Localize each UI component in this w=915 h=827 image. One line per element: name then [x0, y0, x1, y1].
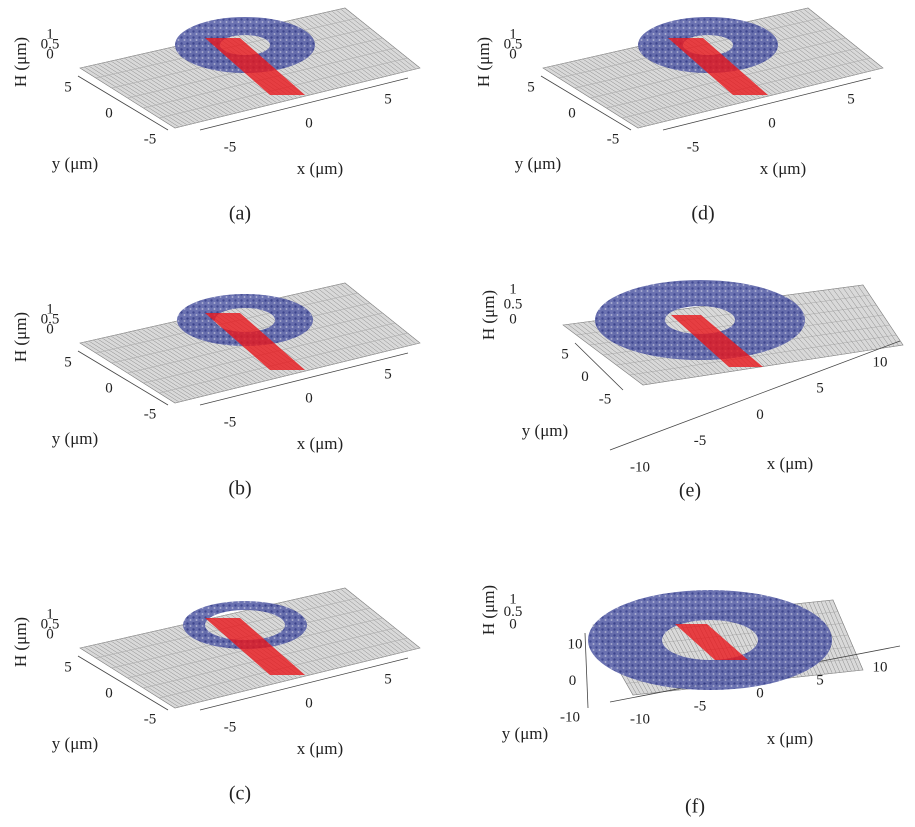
x-tick-label: -5	[224, 414, 237, 430]
y-axis-label: y (μm)	[52, 429, 98, 448]
z-axis-label: H (μm)	[11, 617, 30, 667]
x-tick-label: 0	[756, 685, 764, 701]
y-tick-label: 5	[64, 659, 72, 675]
x-tick-label: 0	[756, 407, 764, 423]
x-axis-label: x (μm)	[767, 454, 813, 473]
x-tick-label: 5	[847, 91, 855, 107]
z-tick-label: 1	[509, 591, 517, 607]
z-axis-label: H (μm)	[474, 37, 493, 87]
x-tick-label: 0	[305, 390, 313, 406]
z-tick-label: 1	[46, 606, 54, 622]
z-tick-label: 0.5	[504, 296, 523, 312]
y-tick-label: 0	[105, 685, 113, 701]
y-tick-label: -5	[599, 391, 612, 407]
panel-label: (d)	[691, 203, 714, 225]
panel: H (μm)00.5150-5-10-50510y (μm)x (μm)(e)	[479, 280, 903, 502]
y-tick-label: 5	[64, 79, 72, 95]
x-axis-label: x (μm)	[297, 739, 343, 758]
y-axis-label: y (μm)	[515, 154, 561, 173]
panel-label: (e)	[679, 480, 701, 502]
z-tick-label: 0	[509, 311, 517, 327]
x-tick-label: 5	[384, 91, 392, 107]
x-tick-label: -5	[687, 139, 700, 155]
z-tick-label: 1	[46, 26, 54, 42]
z-tick-label: 1	[509, 281, 517, 297]
x-tick-label: 5	[384, 671, 392, 687]
x-axis-label: x (μm)	[767, 729, 813, 748]
x-tick-label: 5	[816, 672, 824, 688]
x-tick-label: 0	[305, 695, 313, 711]
x-tick-label: 0	[305, 115, 313, 131]
panel-label: (c)	[229, 783, 251, 805]
y-tick-label: 0	[568, 105, 576, 121]
y-axis-label: y (μm)	[522, 421, 568, 440]
y-axis	[585, 633, 588, 708]
x-tick-label: 10	[873, 354, 888, 370]
y-axis-label: y (μm)	[502, 724, 548, 743]
y-tick-label: 0	[569, 673, 577, 689]
x-tick-label: -10	[630, 711, 650, 727]
figure: H (μm)00.5150-5-505y (μm)x (μm)(a)H (μm)…	[0, 0, 915, 827]
panel-label: (a)	[229, 203, 251, 225]
z-tick-label: 1	[46, 301, 54, 317]
panel-label: (b)	[228, 478, 251, 500]
x-tick-label: 0	[768, 115, 776, 131]
y-tick-label: -10	[560, 709, 580, 725]
y-tick-label: 5	[527, 79, 535, 95]
x-axis-label: x (μm)	[297, 159, 343, 178]
panel-label: (f)	[685, 796, 705, 818]
y-tick-label: 0	[105, 380, 113, 396]
x-axis-label: x (μm)	[760, 159, 806, 178]
z-axis-label: H (μm)	[11, 37, 30, 87]
z-tick-label: 1	[509, 26, 517, 42]
y-tick-label: -5	[607, 131, 620, 147]
y-tick-label: 0	[581, 369, 589, 385]
x-tick-label: -5	[694, 698, 707, 714]
y-tick-label: 10	[568, 636, 583, 652]
x-tick-label: -5	[224, 719, 237, 735]
z-axis-label: H (μm)	[11, 312, 30, 362]
x-tick-label: 10	[873, 659, 888, 675]
y-tick-label: 5	[561, 346, 569, 362]
panel: H (μm)00.5150-5-505y (μm)x (μm)(d)	[474, 8, 883, 225]
y-tick-label: -5	[144, 406, 157, 422]
y-axis-label: y (μm)	[52, 154, 98, 173]
x-tick-label: 5	[384, 366, 392, 382]
x-axis-label: x (μm)	[297, 434, 343, 453]
y-axis-label: y (μm)	[52, 734, 98, 753]
y-tick-label: -5	[144, 131, 157, 147]
y-tick-label: 5	[64, 354, 72, 370]
x-tick-label: -5	[694, 433, 707, 449]
x-tick-label: 5	[816, 381, 824, 397]
z-axis-label: H (μm)	[479, 585, 498, 635]
panel: H (μm)00.5150-5-505y (μm)x (μm)(a)	[11, 8, 420, 225]
y-tick-label: 0	[105, 105, 113, 121]
x-tick-label: -10	[630, 459, 650, 475]
x-tick-label: -5	[224, 139, 237, 155]
y-tick-label: -5	[144, 711, 157, 727]
z-axis-label: H (μm)	[479, 290, 498, 340]
